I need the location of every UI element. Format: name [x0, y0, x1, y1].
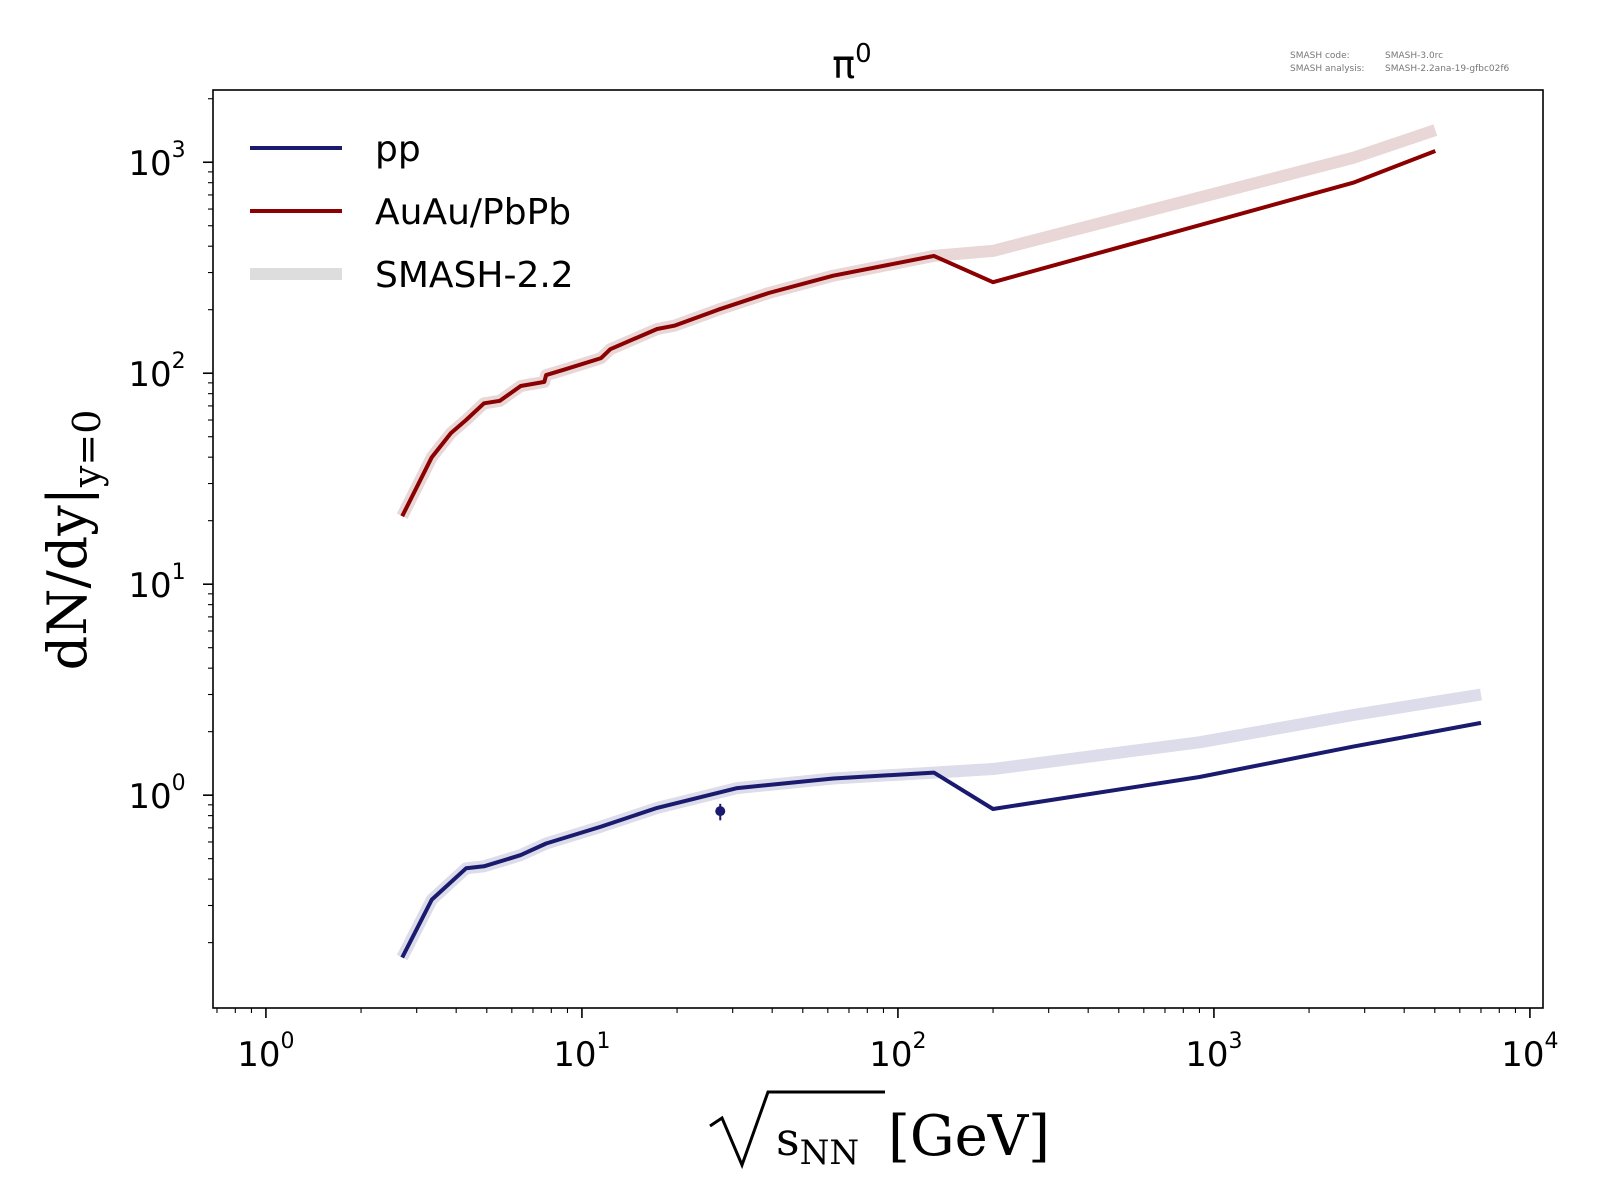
- chart-title-base: π: [832, 43, 855, 87]
- y-tick-exp: 3: [172, 138, 186, 163]
- y-tick-base: 10: [128, 355, 171, 395]
- x-axis-label: sNN [GeV]: [709, 1090, 1050, 1173]
- plot-frame: [212, 89, 1544, 1009]
- legend-label-smash: SMASH-2.2: [375, 255, 574, 296]
- x-tick-label: 102: [869, 1029, 926, 1075]
- sqrt-radical: [709, 1090, 885, 1170]
- smash-info: SMASH code: SMASH-3.0rc SMASH analysis: …: [1290, 51, 1510, 74]
- y-tick-base: 10: [128, 777, 171, 817]
- x-tick-label: 100: [237, 1029, 294, 1075]
- legend-label-auau: AuAu/PbPb: [375, 192, 571, 233]
- x-tick-base: 10: [1185, 1035, 1228, 1075]
- x-tick-exp: 4: [1545, 1029, 1559, 1054]
- smash-code-label: SMASH code:: [1290, 51, 1350, 61]
- series-line-auau-pbpb: [400, 149, 1437, 518]
- x-tick-base: 10: [1501, 1035, 1544, 1075]
- y-tick-label: 100: [128, 771, 185, 817]
- x-axis-label-unit: [GeV]: [888, 1104, 1050, 1169]
- x-tick-exp: 2: [913, 1029, 927, 1054]
- x-tick-base: 10: [553, 1035, 596, 1075]
- y-tick-base: 10: [128, 144, 171, 184]
- x-tick-label: 103: [1185, 1029, 1242, 1075]
- y-axis-label-main: dN/dy|: [36, 487, 99, 670]
- smash-analysis-value: SMASH-2.2ana-19-gfbc02f6: [1385, 64, 1510, 74]
- x-axis-ticks: 100 101 102 103 104: [216, 1008, 1559, 1075]
- y-tick-base: 10: [128, 566, 171, 606]
- series-line-smash-2-2-pp: [396, 688, 1482, 961]
- y-axis-label: dN/dy|y=0: [36, 410, 109, 671]
- x-tick-exp: 3: [1229, 1029, 1243, 1054]
- x-tick-base: 10: [237, 1035, 280, 1075]
- legend-label-pp: pp: [375, 129, 421, 170]
- data-points: [715, 803, 726, 821]
- point-marker: [715, 806, 726, 817]
- x-tick-exp: 0: [281, 1029, 295, 1054]
- x-tick-label: 104: [1501, 1029, 1558, 1075]
- series-line-smash-2-2-auau-pbpb: [396, 124, 1438, 519]
- smash-code-value: SMASH-3.0rc: [1385, 51, 1443, 61]
- x-axis-label-sub: NN: [800, 1133, 860, 1173]
- chart-title-sup: 0: [855, 39, 872, 69]
- y-axis-label-sub: y=0: [65, 410, 109, 488]
- chart-title: π0: [832, 39, 871, 87]
- legend: pp AuAu/PbPb SMASH-2.2: [250, 129, 574, 296]
- x-tick-base: 10: [869, 1035, 912, 1075]
- series-line-pp: [400, 720, 1482, 959]
- y-tick-label: 101: [128, 560, 185, 606]
- data-point-0: [715, 803, 726, 821]
- x-tick-exp: 1: [597, 1029, 611, 1054]
- data-series-lines: [400, 149, 1482, 959]
- smash-analysis-label: SMASH analysis:: [1290, 64, 1364, 74]
- x-axis-label-var: sNN: [776, 1112, 859, 1173]
- y-tick-exp: 1: [172, 560, 186, 585]
- y-tick-exp: 2: [172, 349, 186, 374]
- x-tick-label: 101: [553, 1029, 610, 1075]
- y-tick-label: 102: [128, 349, 185, 395]
- y-tick-label: 103: [128, 138, 185, 184]
- y-tick-exp: 0: [172, 771, 186, 796]
